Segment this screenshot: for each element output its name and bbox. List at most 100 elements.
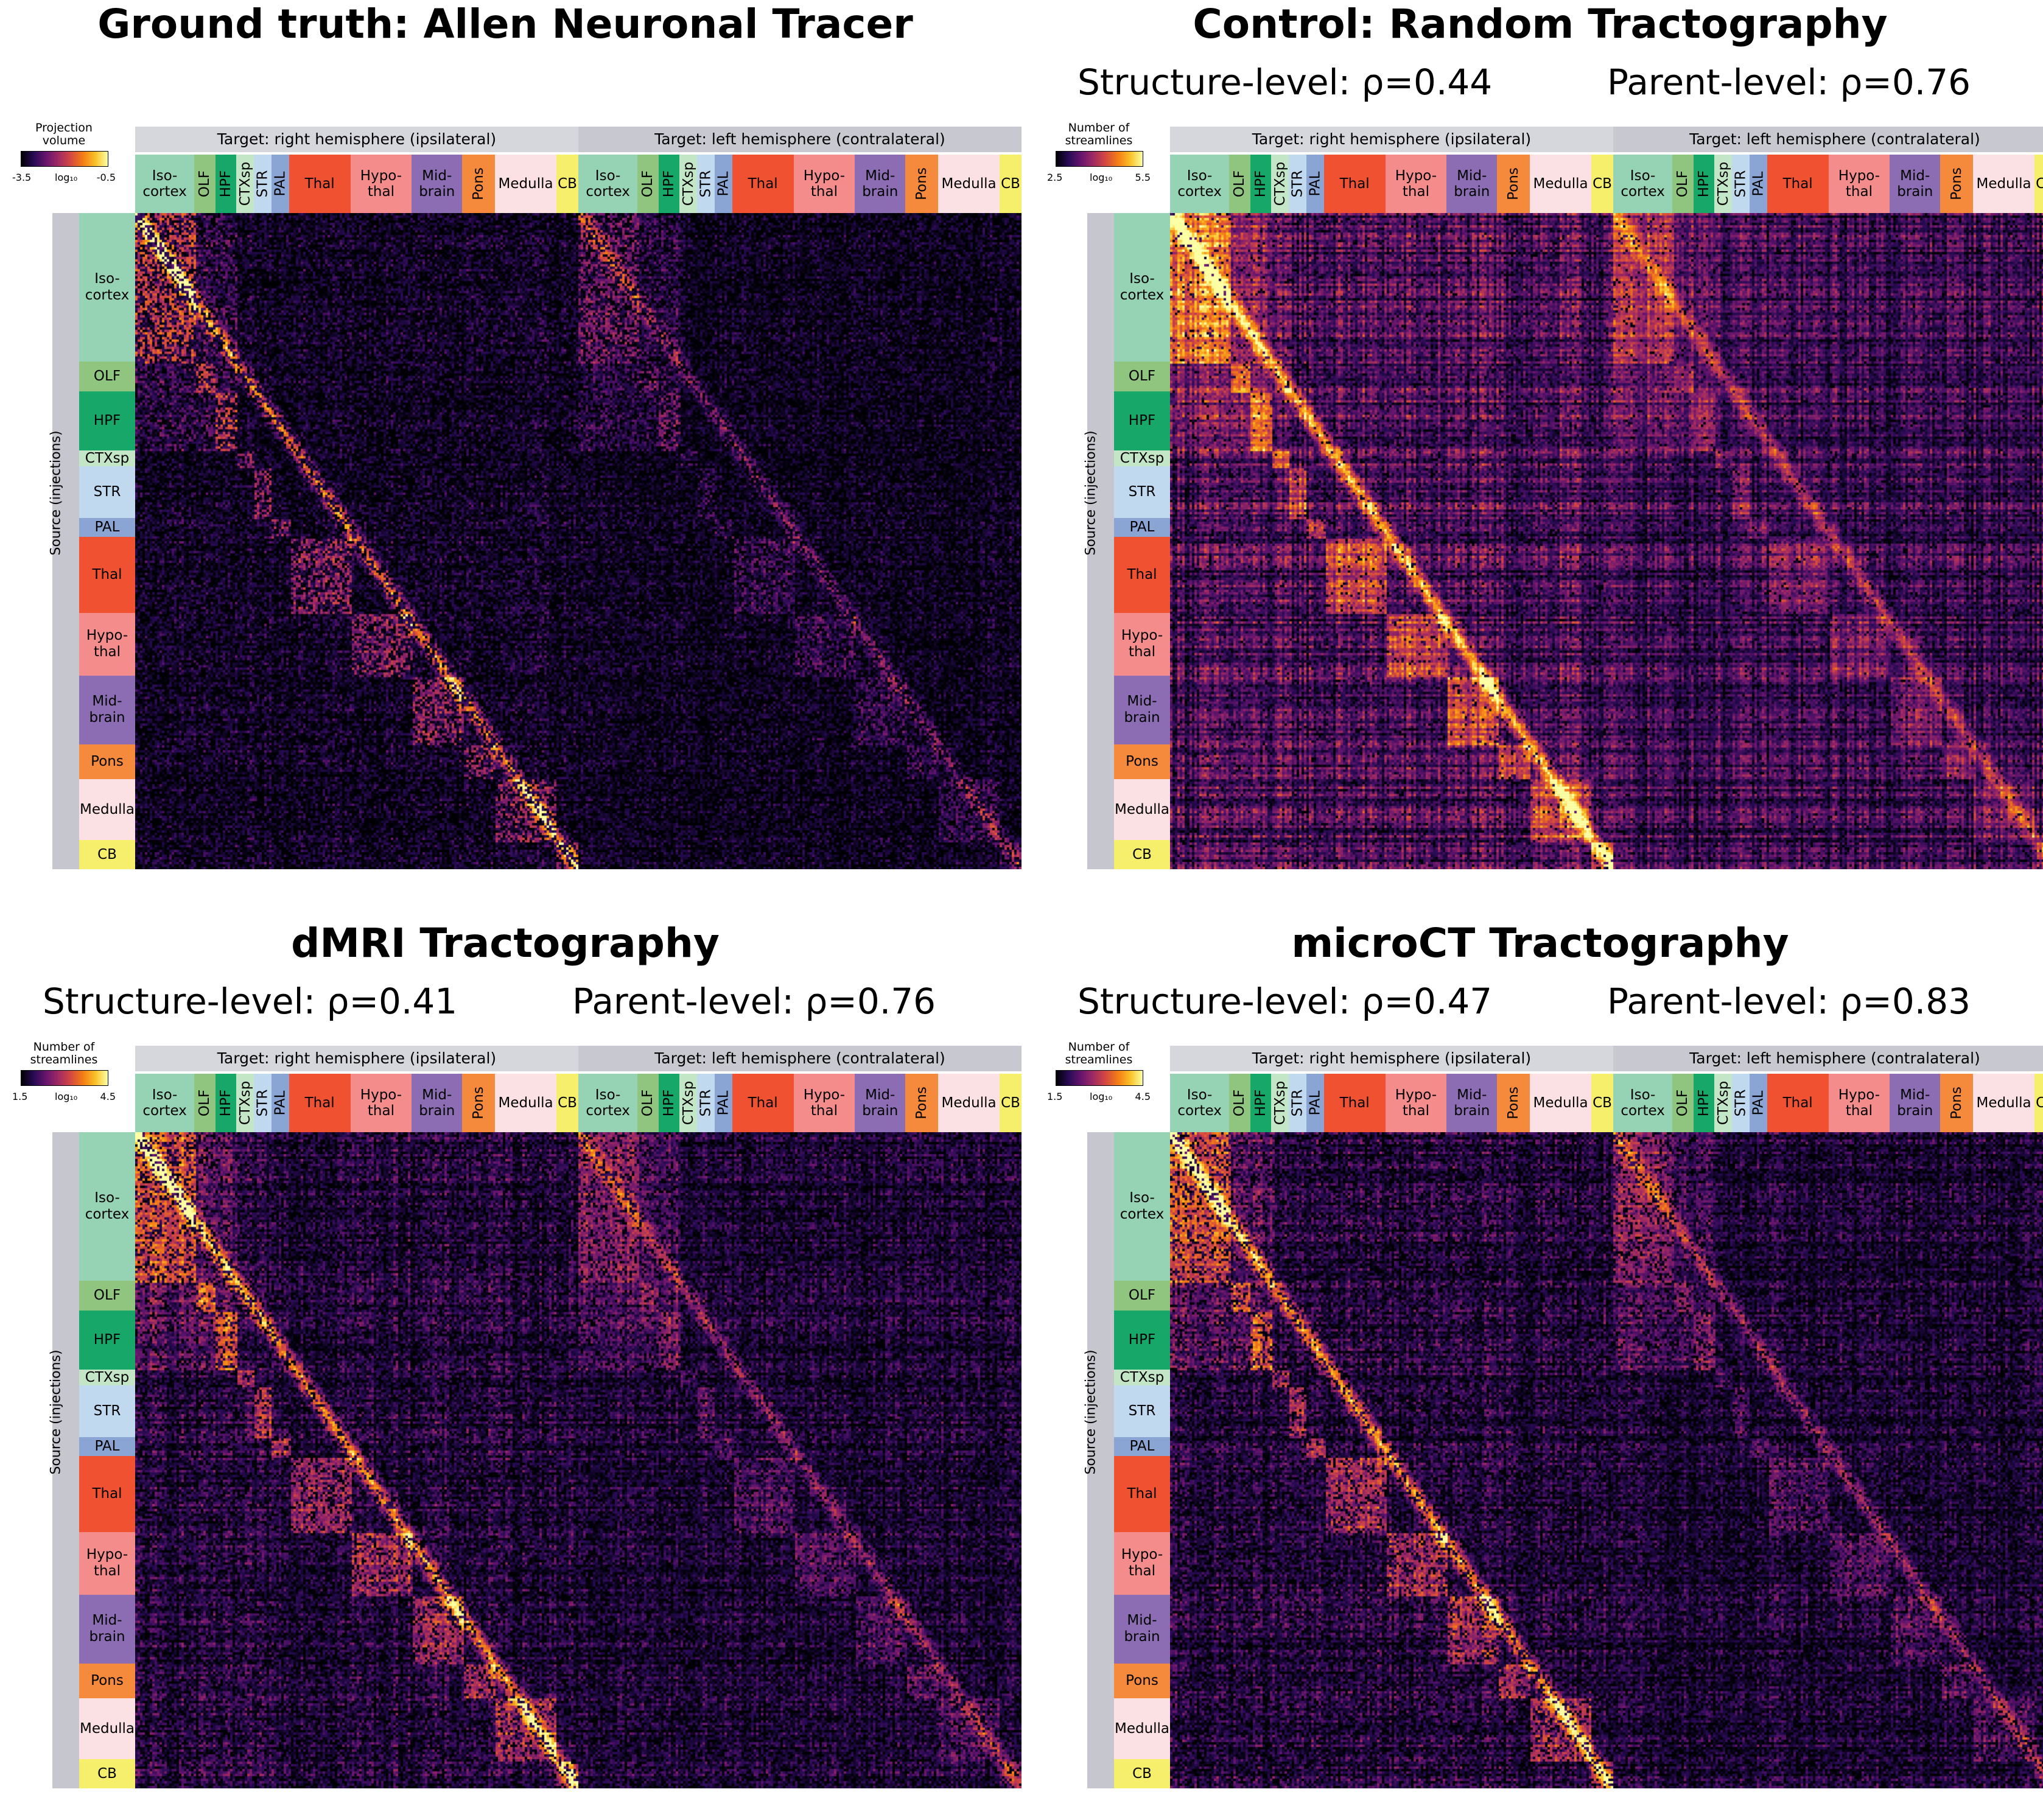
colorbar-gradient: [21, 151, 108, 167]
source-region-olf: OLF: [1114, 1281, 1170, 1311]
target-region-label: STR: [1733, 1089, 1749, 1117]
target-region-label: CTXsp: [1715, 1080, 1731, 1125]
target-region-olf: OLF: [1229, 155, 1250, 213]
target-region-mid: Mid- brain: [855, 155, 906, 213]
target-region-med: Medulla: [495, 155, 556, 213]
colorbar-min: 1.5: [1047, 1091, 1063, 1102]
target-region-mid: Mid- brain: [412, 155, 463, 213]
target-region-olf: OLF: [1229, 1074, 1250, 1132]
source-region-label: CTXsp: [1120, 450, 1165, 466]
target-region-label: Mid- brain: [419, 168, 455, 200]
source-strip: [1087, 1132, 1114, 1788]
source-region-med: Medulla: [79, 779, 135, 841]
source-region-label: Hypo- thal: [1121, 1547, 1163, 1580]
target-region-label: Thal: [304, 176, 335, 192]
source-region-ctxsp: CTXsp: [79, 1370, 135, 1386]
target-region-label: Iso- cortex: [1177, 1087, 1222, 1119]
colorbar-min: 2.5: [1047, 172, 1063, 183]
target-region-label: Medulla: [498, 1095, 553, 1111]
source-region-label: CB: [97, 1765, 117, 1782]
source-region-label: Mid- brain: [89, 1612, 125, 1645]
connectivity-heatmap: [135, 1132, 1022, 1788]
target-region-label: Medulla: [498, 176, 553, 192]
colorbar-gradient: [1056, 151, 1143, 167]
target-region-label: CTXsp: [680, 1080, 696, 1125]
target-region-label: HPF: [1696, 1089, 1712, 1117]
source-region-str: STR: [1114, 1385, 1170, 1438]
source-region-label: Hypo- thal: [86, 628, 128, 660]
target-region-label: PAL: [1750, 1090, 1767, 1116]
parent-level-score: Parent-level: ρ=0.76: [1607, 61, 1971, 103]
target-region-cb: CB: [2034, 155, 2043, 213]
target-region-cb: CB: [2034, 1074, 2043, 1132]
target-region-label: STR: [698, 170, 714, 198]
source-region-mid: Mid- brain: [79, 675, 135, 745]
target-region-pal: PAL: [1306, 155, 1324, 213]
target-region-ctxsp: CTXsp: [679, 1074, 698, 1132]
target-region-label: PAL: [272, 1090, 289, 1116]
source-region-label: Mid- brain: [1124, 1612, 1160, 1645]
source-region-hypo: Hypo- thal: [1114, 1532, 1170, 1595]
source-region-pal: PAL: [1114, 518, 1170, 537]
target-region-thal: Thal: [289, 1074, 351, 1132]
target-region-hpf: HPF: [1250, 1074, 1272, 1132]
target-region-label: STR: [254, 170, 271, 198]
y-axis-label: Source (injections): [1083, 1349, 1099, 1475]
source-region-label: HPF: [93, 1332, 121, 1348]
target-region-mid: Mid- brain: [412, 1074, 463, 1132]
target-region-label: OLF: [1232, 170, 1248, 198]
target-region-hpf: HPF: [1693, 155, 1715, 213]
source-region-label: Mid- brain: [89, 693, 125, 726]
chart-title: Control: Random Tractography: [1193, 1, 1888, 47]
header-right-hemisphere: Target: right hemisphere (ipsilateral): [1170, 127, 1613, 152]
target-region-pal: PAL: [1749, 1074, 1767, 1132]
target-region-label: Pons: [1949, 167, 1965, 200]
target-region-label: Iso- cortex: [586, 1087, 630, 1119]
target-region-hpf: HPF: [1693, 1074, 1715, 1132]
source-region-thal: Thal: [1114, 1456, 1170, 1533]
structure-level-score: Structure-level: ρ=0.41: [43, 981, 458, 1022]
target-region-label: CTXsp: [1272, 1080, 1288, 1125]
source-region-hpf: HPF: [79, 1311, 135, 1370]
colorbar: Projection volume -3.5 log₁₀ -0.5: [12, 122, 116, 195]
source-region-label: Pons: [91, 754, 124, 770]
target-region-label: Hypo- thal: [1838, 168, 1880, 200]
colorbar-title: Projection volume: [35, 121, 93, 147]
target-region-thal: Thal: [1767, 155, 1829, 213]
source-region-label: Thal: [1127, 1486, 1157, 1502]
source-region-iso: Iso- cortex: [79, 1132, 135, 1281]
target-region-label: Pons: [471, 1087, 487, 1119]
target-region-str: STR: [1732, 1074, 1750, 1132]
header-right-hemisphere: Target: right hemisphere (ipsilateral): [135, 127, 578, 152]
source-region-iso: Iso- cortex: [79, 213, 135, 362]
colorbar: Number of streamlines 2.5 log₁₀ 5.5: [1047, 122, 1151, 195]
target-region-label: Mid- brain: [419, 1087, 455, 1119]
source-region-label: Hypo- thal: [86, 1547, 128, 1580]
chart-panel: dMRI Tractography Structure-level: ρ=0.41…: [0, 919, 1022, 1820]
source-strip: [52, 213, 79, 869]
target-region-label: CB: [558, 176, 577, 192]
source-region-hpf: HPF: [1114, 1311, 1170, 1370]
source-region-label: Pons: [1126, 754, 1158, 770]
source-region-label: STR: [93, 484, 121, 500]
target-region-label: Iso- cortex: [586, 168, 630, 200]
colorbar-scale-label: log₁₀: [55, 1091, 78, 1102]
source-region-label: Medulla: [1114, 801, 1170, 817]
source-region-label: Thal: [1127, 567, 1157, 583]
source-region-pons: Pons: [1114, 1664, 1170, 1699]
source-region-mid: Mid- brain: [1114, 1594, 1170, 1664]
target-region-pal: PAL: [1306, 1074, 1324, 1132]
colorbar-title: Number of streamlines: [1065, 121, 1133, 147]
source-region-hpf: HPF: [1114, 391, 1170, 451]
target-region-thal: Thal: [289, 155, 351, 213]
target-region-label: HPF: [1253, 1089, 1269, 1117]
source-region-pal: PAL: [79, 1437, 135, 1457]
target-region-label: Hypo- thal: [803, 168, 846, 200]
target-region-hpf: HPF: [1250, 155, 1272, 213]
source-region-label: Medulla: [79, 801, 135, 817]
target-region-med: Medulla: [1973, 1074, 2034, 1132]
target-region-label: Pons: [1505, 167, 1522, 200]
target-region-iso: Iso- cortex: [1613, 1074, 1673, 1132]
target-region-cb: CB: [556, 1074, 578, 1132]
target-region-label: Iso- cortex: [142, 168, 187, 200]
